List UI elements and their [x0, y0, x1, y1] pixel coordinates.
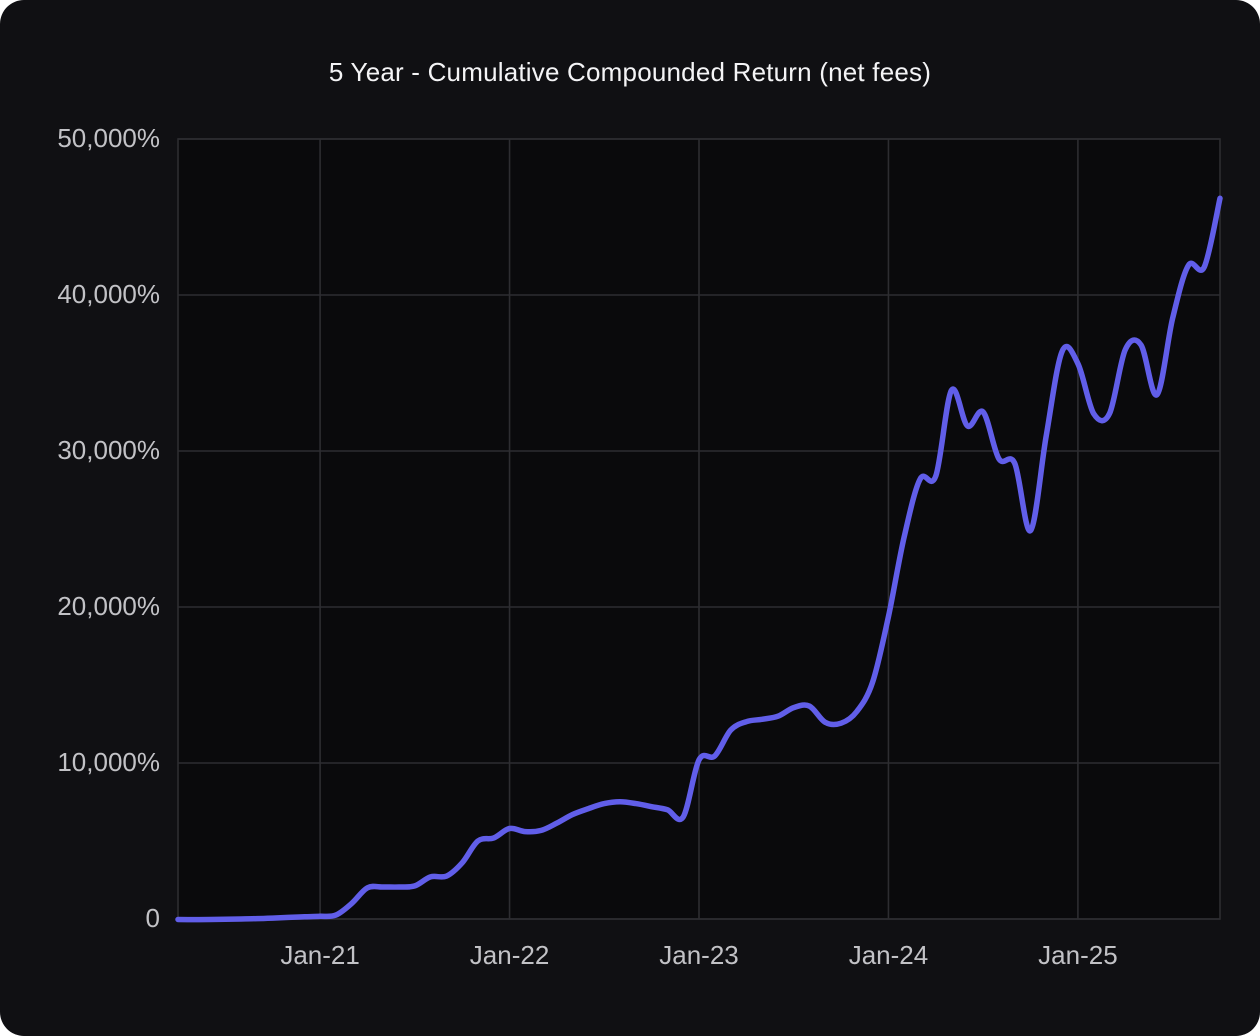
x-tick-label: Jan-24: [848, 940, 929, 970]
y-tick-label: 20,000%: [57, 590, 160, 621]
y-tick-label: 50,000%: [57, 122, 160, 153]
y-tick-label: 10,000%: [57, 746, 160, 777]
chart-title: 5 Year - Cumulative Compounded Return (n…: [328, 57, 932, 87]
x-tick-label: Jan-23: [659, 940, 739, 970]
x-tick-label: Jan-22: [469, 940, 550, 970]
y-axis: 0 10,000% 20,000% 30,000% 40,000% 50,000%: [0, 0, 160, 1036]
plot-border: [177, 138, 1221, 920]
y-tick-label: 30,000%: [57, 434, 160, 465]
x-tick-label: Jan-21: [280, 940, 360, 970]
x-tick-label: Jan-25: [1038, 940, 1118, 970]
y-tick-label: 0: [145, 902, 160, 933]
series-line[interactable]: [175, 195, 1223, 923]
y-tick-label: 40,000%: [57, 278, 160, 309]
